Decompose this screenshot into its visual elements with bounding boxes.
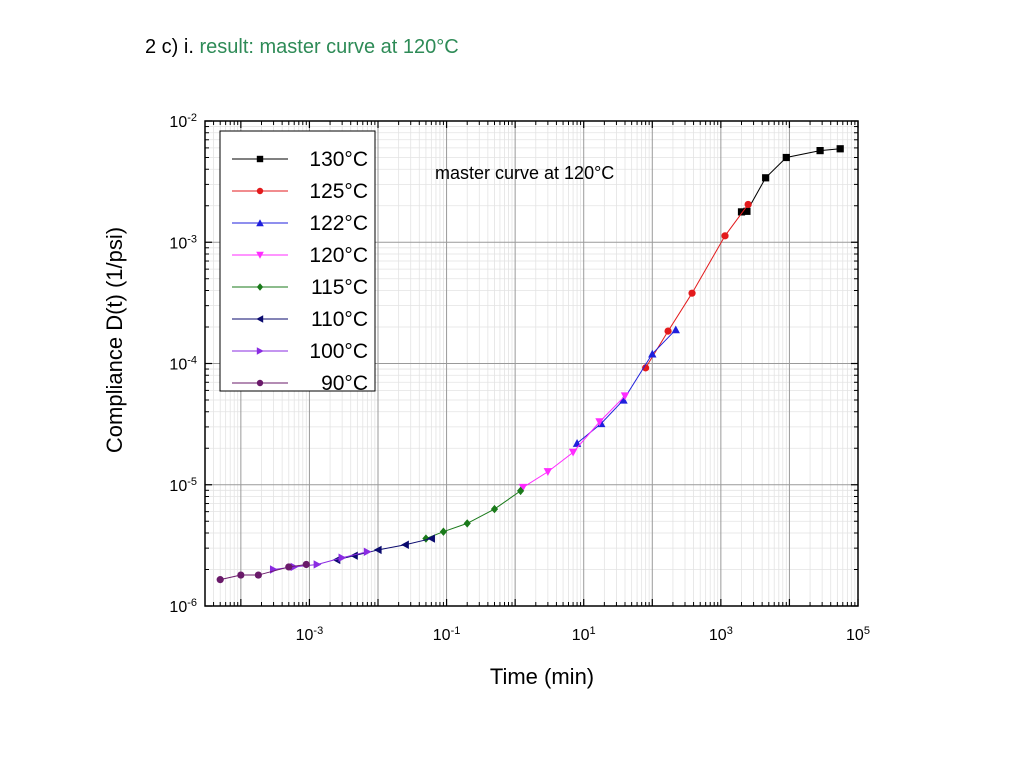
tick-labels: 10-3 10-1 101 103 105 10-6 10-5 10-4 10-3 10-2 xyxy=(169,112,870,644)
data-point-110 xyxy=(350,551,358,560)
legend-marker xyxy=(256,187,264,195)
data-point-100 xyxy=(363,547,372,556)
data-point-120 xyxy=(568,448,578,457)
data-point-130 xyxy=(737,208,746,216)
legend-marker xyxy=(256,219,264,227)
legend-label: 90°C xyxy=(321,372,368,395)
slide-title-prefix: 2 c) i. xyxy=(145,36,194,58)
slide-title: 2 c) i. result: master curve at 120°C xyxy=(145,36,459,59)
y-tick-label: 10-2 xyxy=(169,112,197,131)
data-point-115 xyxy=(490,504,499,514)
data-point-115 xyxy=(463,519,471,528)
legend-label: 110°C xyxy=(311,308,368,331)
data-point-125 xyxy=(688,289,696,297)
data-point-100 xyxy=(338,553,347,562)
series-line-130 xyxy=(741,148,841,213)
legend-item-115: 115°C xyxy=(232,276,368,299)
legend-marker xyxy=(256,347,264,355)
data-point-110 xyxy=(332,555,341,565)
x-tick-label: 105 xyxy=(846,625,870,644)
x-tick-label: 103 xyxy=(709,625,733,644)
data-point-100 xyxy=(313,560,322,569)
legend-item-122: 122°C xyxy=(232,212,368,235)
x-tick-label: 10-3 xyxy=(296,625,324,644)
y-tick-label: 10-4 xyxy=(169,355,197,374)
series-110 xyxy=(332,534,435,565)
data-point-120 xyxy=(620,392,630,401)
legend-label: 122°C xyxy=(309,212,368,235)
data-point-130 xyxy=(782,153,790,162)
legend-item-130: 130°C xyxy=(232,148,368,171)
data-point-120 xyxy=(595,418,604,427)
series-layer xyxy=(216,145,844,584)
x-tick-label: 10-1 xyxy=(433,625,461,644)
slide-title-text: result: master curve at 120°C xyxy=(199,36,459,58)
series-line-125 xyxy=(645,204,749,369)
series-130 xyxy=(737,145,844,216)
series-line-122 xyxy=(576,329,677,444)
legend-marker xyxy=(256,283,264,291)
data-point-130 xyxy=(762,174,770,182)
y-tick-label: 10-6 xyxy=(169,597,197,616)
data-point-90 xyxy=(254,571,262,579)
legend-item-110: 110°C xyxy=(232,308,368,331)
data-point-110 xyxy=(401,540,409,549)
data-point-115 xyxy=(439,527,448,536)
series-122 xyxy=(572,325,680,447)
data-point-122 xyxy=(619,395,628,404)
data-point-100 xyxy=(290,562,299,572)
data-point-125 xyxy=(664,327,672,335)
series-line-120 xyxy=(522,395,626,488)
legend-label: 120°C xyxy=(309,244,368,267)
legend-label: 115°C xyxy=(311,276,368,299)
legend-label: 125°C xyxy=(309,180,368,203)
data-point-125 xyxy=(642,364,650,372)
series-125 xyxy=(642,200,752,372)
data-point-130 xyxy=(743,207,751,215)
legend: 130°C 125°C 122°C 120°C 115°C 110°C 100°C 90°C xyxy=(219,130,376,395)
data-point-120 xyxy=(518,483,528,492)
data-point-120 xyxy=(543,468,553,476)
axis-ticks xyxy=(204,120,859,607)
legend-label: 100°C xyxy=(309,340,368,363)
data-point-122 xyxy=(648,349,657,358)
chart-annotation: master curve at 120°C xyxy=(435,163,614,183)
y-tick-label: 10-5 xyxy=(169,476,197,495)
data-point-90 xyxy=(216,576,224,584)
series-120 xyxy=(518,392,630,492)
data-point-122 xyxy=(671,325,680,334)
legend-marker xyxy=(256,155,264,163)
legend-box xyxy=(219,130,376,392)
legend-label: 130°C xyxy=(309,148,368,171)
y-axis-label: Compliance D(t) (1/psi) xyxy=(102,227,127,453)
legend-item-125: 125°C xyxy=(232,180,368,203)
legend-marker xyxy=(256,315,264,323)
y-tick-label: 10-3 xyxy=(169,233,197,252)
legend-marker xyxy=(256,379,264,387)
legend-item-90: 90°C xyxy=(232,372,368,395)
legend-marker xyxy=(256,251,264,259)
data-point-110 xyxy=(427,534,435,543)
legend-item-100: 100°C xyxy=(232,340,368,363)
data-point-125 xyxy=(721,232,729,240)
series-90 xyxy=(216,560,310,584)
data-point-130 xyxy=(836,145,844,153)
x-axis-label: Time (min) xyxy=(490,664,594,689)
data-point-90 xyxy=(237,571,245,579)
data-point-110 xyxy=(373,545,382,555)
x-tick-label: 101 xyxy=(572,625,596,644)
data-point-130 xyxy=(816,147,824,155)
legend-item-120: 120°C xyxy=(232,244,368,267)
data-point-90 xyxy=(302,560,310,569)
data-point-90 xyxy=(285,563,293,571)
data-point-115 xyxy=(516,486,525,496)
series-line-90 xyxy=(220,563,307,581)
data-point-125 xyxy=(744,200,752,209)
